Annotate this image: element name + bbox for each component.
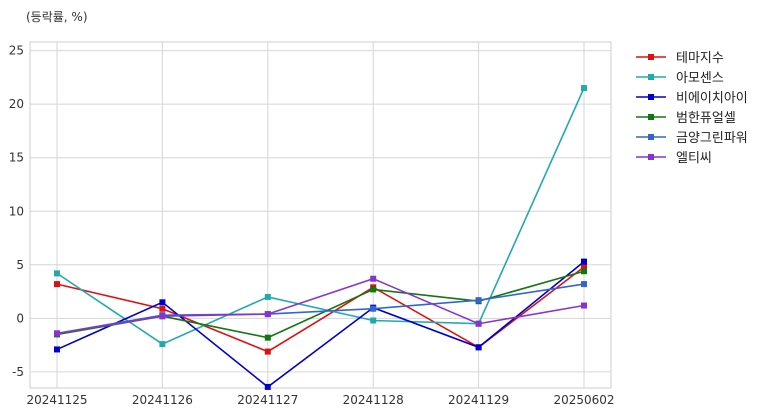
legend-marker [648,134,654,140]
data-point [581,85,587,92]
legend-item: 아모센스 [636,71,724,86]
data-point [370,275,377,282]
data-point [54,330,60,337]
series-1 [54,85,587,348]
data-point [264,334,271,341]
legend-item: 테마지수 [636,51,724,66]
data-point [581,258,587,265]
legend-item: 금양그린파워 [636,131,748,146]
unit-label: (등락률, %) [26,10,88,24]
data-point [159,305,166,312]
x-tick-label: 20241125 [26,393,87,407]
legend-marker [648,94,654,100]
y-tick-label: 20 [9,97,24,111]
legend-marker [648,114,654,120]
data-point [581,302,587,309]
x-tick-label: 20241127 [237,393,298,407]
data-point [159,313,166,320]
data-point [581,263,587,270]
y-tick-label: 15 [9,151,24,165]
series-line [56,260,585,388]
series-line [56,283,585,335]
series-3 [54,268,587,341]
data-point [264,383,271,390]
y-tick-label: 0 [16,311,24,325]
data-point [54,281,60,288]
legend-label: 엘티씨 [676,151,712,166]
data-point [581,268,587,275]
data-point [264,293,271,300]
data-point [475,297,482,304]
data-point [370,317,377,324]
series-line [56,87,585,345]
legend-label: 금양그린파워 [676,131,748,146]
series-line [56,277,585,335]
legend-marker [648,74,654,80]
data-point [370,305,377,312]
data-point [475,344,482,351]
data-point [54,270,60,277]
plot-frame [29,41,612,389]
series-layer [54,85,587,390]
x-tick-label: 20241128 [343,393,404,407]
legend-marker [648,154,654,160]
data-point [159,341,166,348]
x-tick-label: 20241129 [448,393,509,407]
legend-item: 엘티씨 [636,151,712,166]
y-tick-label: -5 [12,365,24,379]
data-point [264,348,271,355]
legend-label: 비에이치아이 [676,91,748,106]
y-tick-label: 5 [16,258,24,272]
axes-layer: -5 0 5 10 15 20 25 20241125 20241126 20241127 2024… [9,44,615,407]
legend-item: 비에이치아이 [636,91,748,106]
y-tick-label: 10 [9,204,24,218]
data-point [581,281,587,288]
legend-marker [648,54,654,60]
legend-item: 범한퓨얼셀 [636,111,736,126]
data-point [264,311,271,318]
y-tick-label: 25 [9,44,24,58]
data-point [159,299,166,306]
legend-label: 범한퓨얼셀 [676,111,736,126]
data-point [370,286,377,293]
legend-label: 아모센스 [676,71,724,86]
x-tick-label: 20241126 [132,393,193,407]
data-point [54,346,60,353]
legend-label: 테마지수 [676,51,724,66]
series-5 [54,275,587,337]
data-point [475,320,482,327]
x-tick-label: 20250602 [553,393,614,407]
grid-layer [29,41,612,389]
